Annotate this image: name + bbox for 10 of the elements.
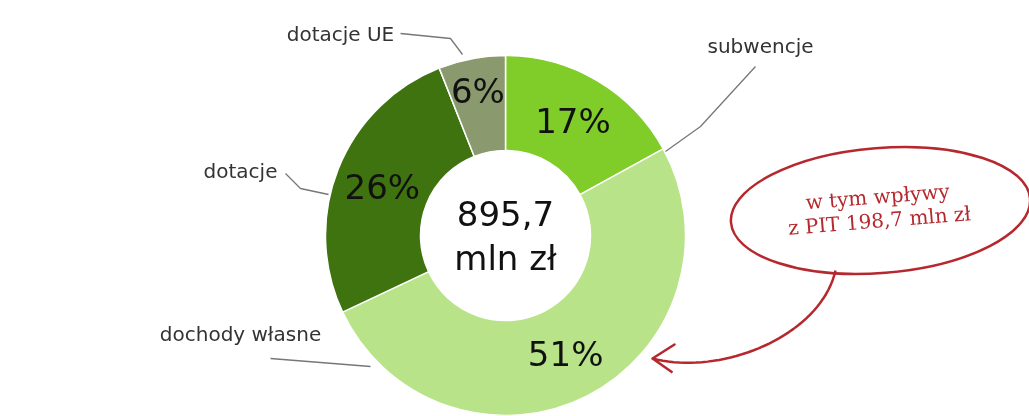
slice-label: dochody własne [159, 321, 322, 346]
data-label: 17% [535, 101, 611, 142]
data-label: 51% [527, 333, 604, 374]
slice-label: dotacje UE [286, 21, 395, 46]
slice-label: dotacje [203, 158, 278, 183]
data-label: 26% [344, 166, 421, 207]
text: 895,7 mln zł [454, 193, 558, 278]
slice-label: subwencje [707, 33, 814, 58]
text: w tym wpływy z PIT 198,7 mln zł [787, 178, 973, 240]
data-label: 6% [450, 70, 505, 111]
